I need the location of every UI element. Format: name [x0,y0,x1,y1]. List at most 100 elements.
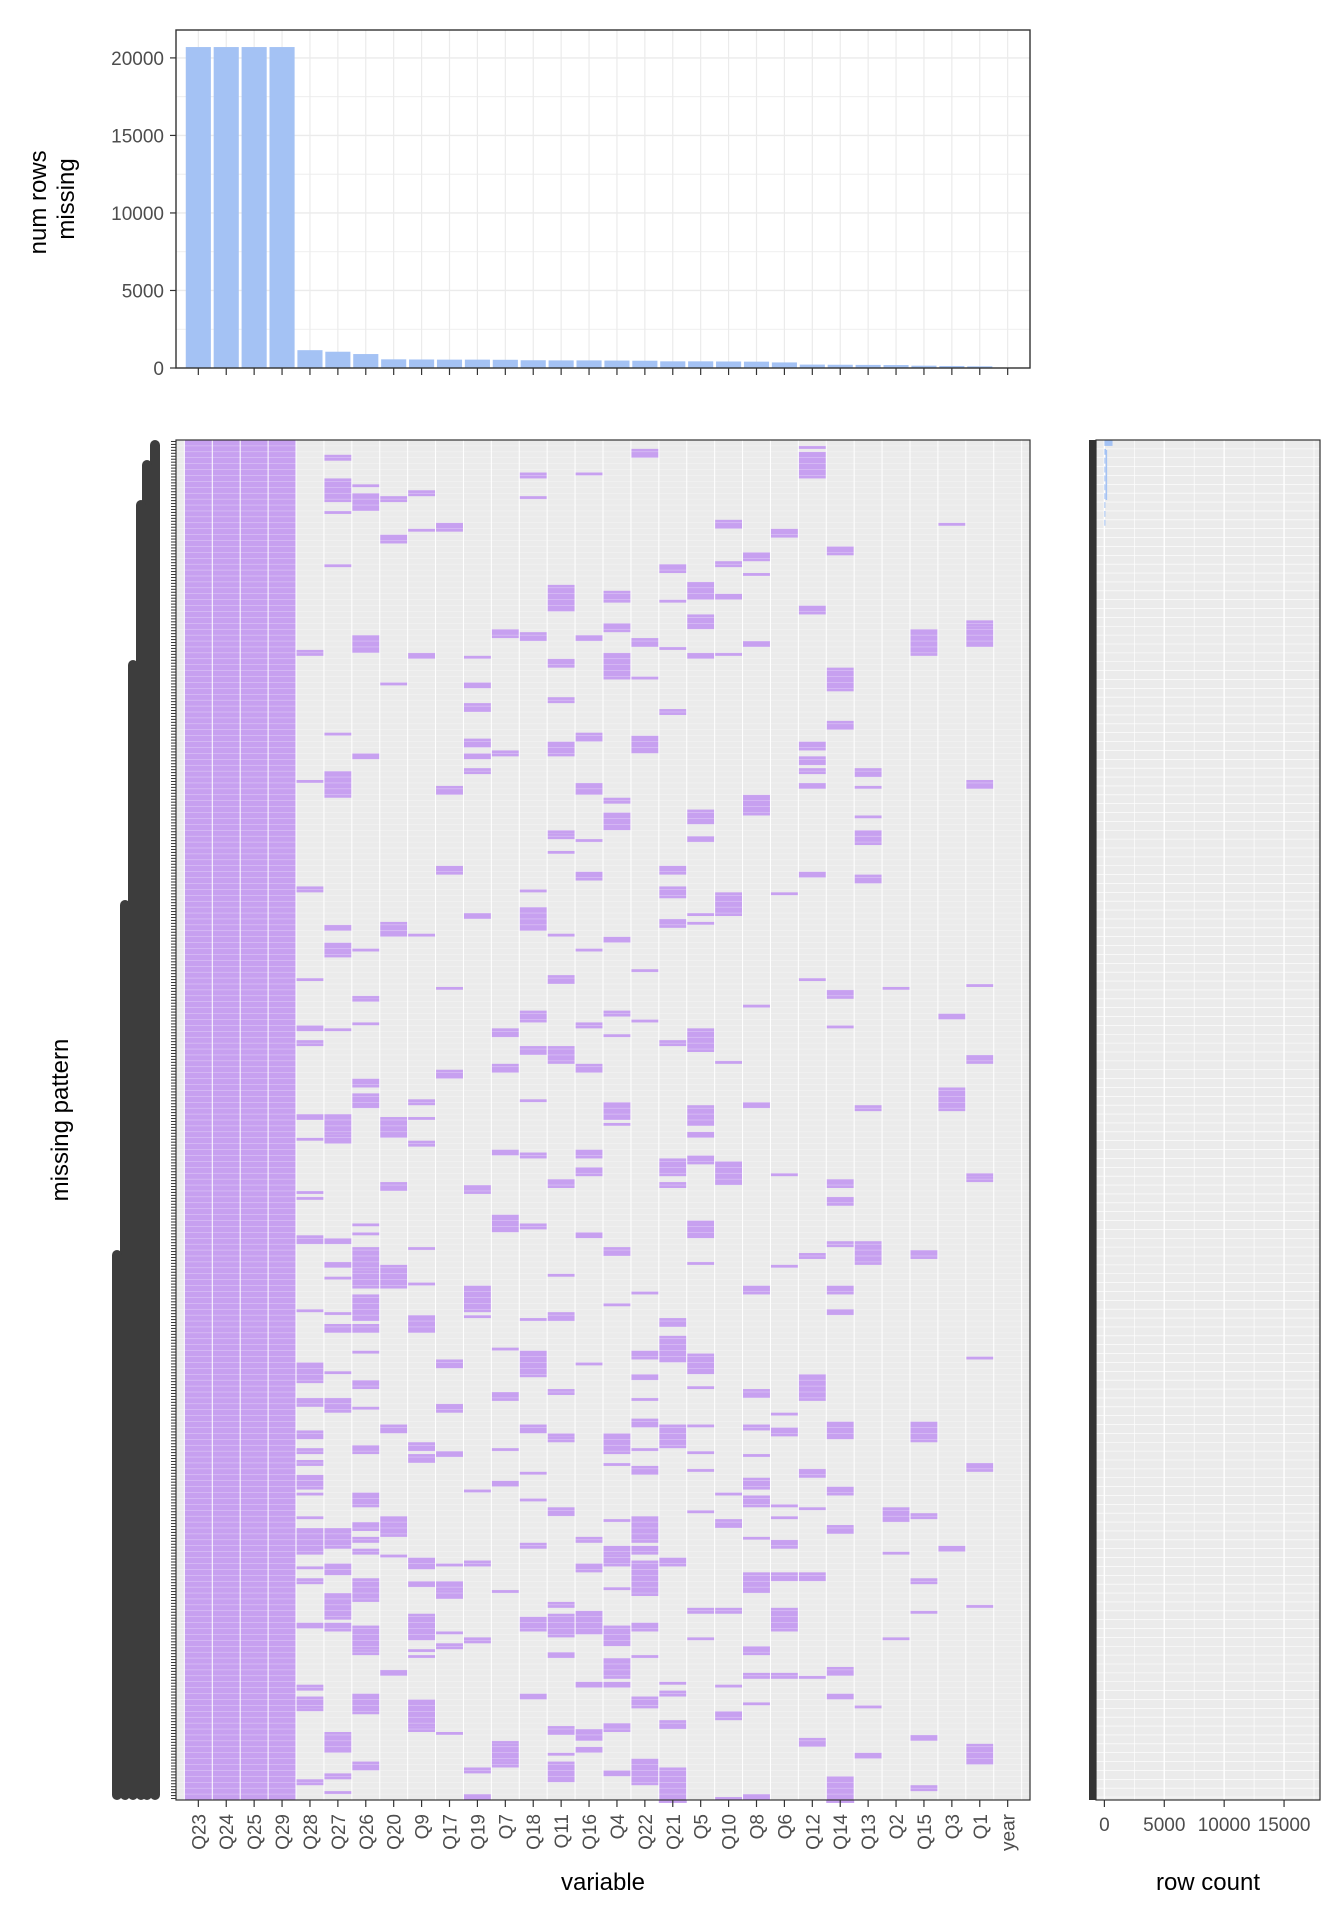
heatmap-cell-Q22 [630,1516,659,1543]
heatmap-cell-Q27 [323,1114,352,1120]
top-y-tick-label: 0 [153,359,164,380]
heatmap-y-ticks [171,440,176,1800]
heatmap-cell-Q26 [351,1078,380,1088]
heatmap-cell-Q11 [547,1761,576,1783]
heatmap-cell-Q9 [407,652,436,659]
heatmap-cell-Q27 [323,478,352,503]
heatmap-cell-Q9 [407,1324,436,1333]
heatmap-cell-Q11 [547,1179,576,1188]
heatmap-y-tick-labels [112,440,160,1800]
heatmap-x-tick-label-Q4: Q4 [608,1814,629,1840]
heatmap-cell-Q16 [575,635,603,642]
heatmap-cell-Q16 [575,871,603,881]
heatmap-cell-Q7 [491,1740,520,1744]
heatmap-cell-Q14 [826,1309,855,1316]
heatmap-cell-Q4 [603,1303,631,1307]
heatmap-cell-Q17 [435,1590,464,1599]
heatmap-cell-Q20 [379,1516,408,1526]
rowcount-bar [1104,448,1107,455]
heatmap-cell-Q7 [491,1347,520,1351]
heatmap-cell-Q9 [407,1649,436,1653]
heatmap-cell-Q13 [854,1705,883,1709]
heatmap-cell-Q6 [770,1264,799,1268]
heatmap-cell-Q16 [575,1746,603,1753]
heatmap-cell-Q19 [463,706,492,712]
heatmap-x-tick-label-Q10: Q10 [720,1814,741,1850]
heatmap-cell-Q8 [742,1504,771,1508]
heatmap-cell-Q22 [630,1545,659,1555]
bar-Q10 [716,361,742,368]
heatmap-cell-Q27 [323,732,352,736]
heatmap-cell-Q18 [519,496,548,500]
heatmap-cell-Q10 [714,1492,743,1496]
heatmap-cell-Q15 [909,1734,938,1741]
heatmap-x-tick-label-Q20: Q20 [385,1814,406,1850]
heatmap-cell-Q1 [965,1743,994,1765]
heatmap-cell-Q21 [658,1681,687,1685]
heatmap-cell-Q6 [770,1412,799,1416]
heatmap-cell-Q28 [296,1235,324,1245]
heatmap-cell-Q12 [798,605,827,615]
heatmap-cell-Q21 [658,1563,687,1567]
heatmap-cell-Q21 [658,1318,687,1327]
heatmap-cell-Q11 [547,584,576,612]
heatmap-cell-Q16 [575,472,603,476]
heatmap-cell-Q22 [630,1448,659,1452]
heatmap-cell-Q1 [965,626,994,647]
bar-Q18 [520,360,546,368]
heatmap-cell-Q28 [296,1528,324,1555]
heatmap-cell-Q2 [882,1551,910,1555]
heatmap-cell-Q19 [463,1489,492,1493]
heatmap-cell-Q12 [798,871,827,878]
heatmap-cell-Q16 [575,1063,603,1073]
heatmap-cell-Q26 [351,948,380,952]
heatmap-x-tick-label-Q3: Q3 [943,1814,964,1839]
heatmap-cell-Q14 [826,1285,855,1295]
heatmap-cell-Q11 [547,741,576,757]
heatmap-cell-Q13 [854,1752,883,1759]
heatmap-cell-Q8 [742,641,771,647]
heatmap-x-tick-label-Q14: Q14 [831,1814,852,1850]
heatmap-cell-Q12 [798,1507,827,1511]
heatmap-cell-Q16 [575,1232,603,1239]
heatmap-cell-Q22 [630,969,659,973]
heatmap-cell-Q11 [547,975,576,984]
heatmap-cell-Q7 [491,1028,520,1038]
heatmap-cell-Q5 [686,1468,715,1472]
heatmap-cell-Q21 [658,1335,687,1363]
heatmap-cell-Q28 [296,1309,324,1313]
heatmap-cell-Q8 [742,552,771,562]
heatmap-cell-Q27 [323,1593,352,1596]
heatmap-cell-Q14 [826,1179,855,1188]
rowcount-panel-background [1096,440,1320,1800]
heatmap-cell-Q4 [603,1770,631,1777]
heatmap-cell-Q22 [630,1569,659,1596]
heatmap-x-axis-label: variable [561,1869,645,1896]
heatmap-cell-Q5 [686,1155,715,1165]
rowcount-bar [1104,440,1113,446]
heatmap-cell-Q16 [575,1362,603,1366]
heatmap-cell-Q9 [407,528,436,532]
heatmap-cell-Q20 [379,1424,408,1434]
heatmap-cell-Q4 [603,652,631,680]
heatmap-cell-Q27 [323,1528,352,1549]
rowcount-grid [1096,439,1320,1800]
heatmap-cell-Q8 [742,1454,771,1458]
heatmap-cell-Q11 [547,850,576,854]
bar-Q8 [743,361,770,368]
heatmap-cell-Q10 [714,1060,743,1064]
rowcount-y-tick-band [1089,440,1096,1800]
heatmap-cell-Q16 [575,1167,603,1177]
bar-Q22 [632,360,658,368]
heatmap-cell-Q19 [463,1285,492,1313]
heatmap-cell-Q10 [714,913,743,916]
heatmap-cell-Q6 [770,1173,799,1177]
heatmap-cell-Q22 [630,1397,659,1401]
heatmap-cell-Q13 [854,836,883,846]
heatmap-x-tick-label-Q24: Q24 [217,1814,238,1850]
missing-pattern-heatmap: Q23 Q24 Q25 Q29 Q28 Q27 Q26 Q20 Q9 Q17 Q19 Q7 Q18 Q11… [47,439,1031,1896]
heatmap-cell-Q2 [882,1637,910,1641]
heatmap-cell-Q5 [686,1105,715,1126]
heatmap-cell-Q10 [714,652,743,656]
heatmap-cell-Q20 [379,682,408,686]
